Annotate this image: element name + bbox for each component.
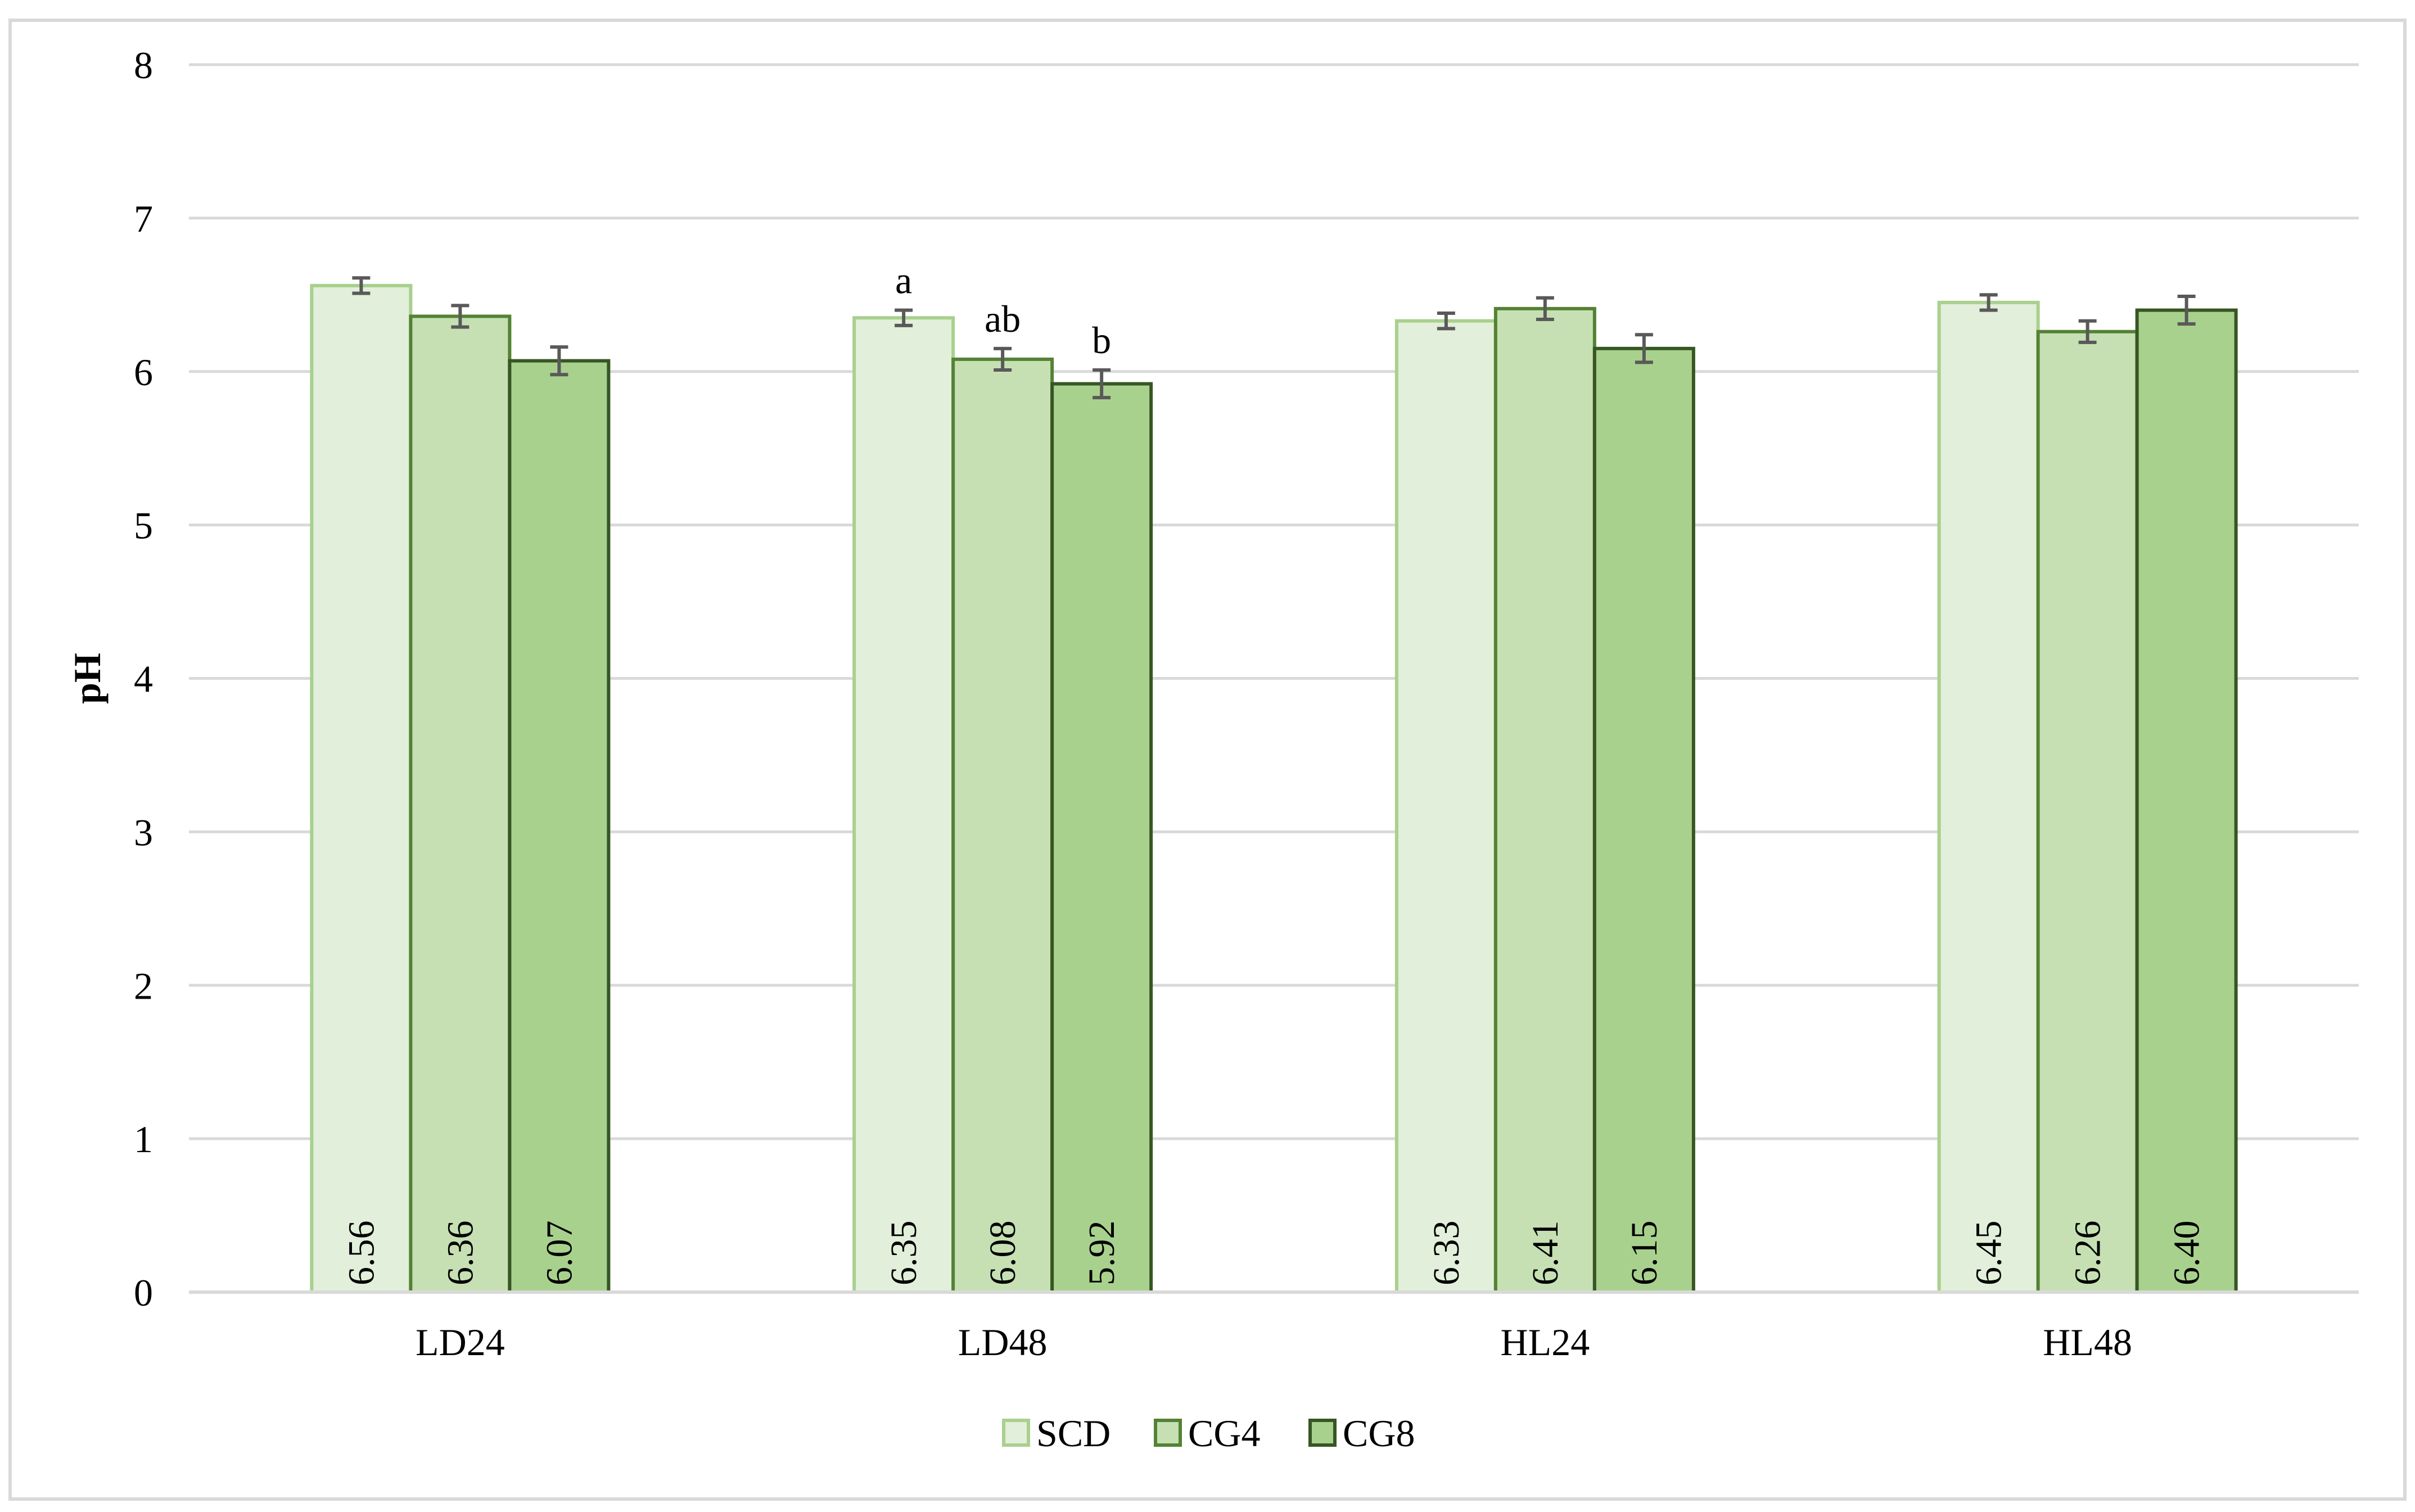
bar xyxy=(1493,306,1596,1294)
x-tick-label: HL24 xyxy=(1501,1321,1590,1364)
bar xyxy=(951,357,1054,1294)
bar xyxy=(1050,382,1153,1294)
legend-swatch xyxy=(1154,1419,1182,1447)
legend-label: SCD xyxy=(1036,1412,1111,1455)
data-label: 6.15 xyxy=(1624,1221,1665,1286)
data-label: 6.08 xyxy=(982,1221,1023,1286)
data-label: 6.36 xyxy=(440,1221,481,1286)
significance-label: b xyxy=(1092,319,1111,362)
bar xyxy=(1394,319,1497,1294)
y-tick-label: 8 xyxy=(134,44,153,87)
y-tick-label: 1 xyxy=(134,1118,153,1161)
bar xyxy=(508,359,611,1294)
data-label: 5.92 xyxy=(1081,1221,1122,1286)
bar xyxy=(852,316,955,1294)
y-tick-label: 3 xyxy=(134,811,153,854)
legend-swatch xyxy=(1308,1419,1337,1447)
y-tick-label: 0 xyxy=(134,1271,153,1314)
axes: 0 1 2 3 4 5 6 7 8 LD24 LD48 HL24 HL48 xyxy=(134,44,2359,1364)
bar xyxy=(2135,308,2238,1294)
y-tick-label: 4 xyxy=(134,658,153,701)
data-label: 6.26 xyxy=(2068,1221,2109,1286)
significance-label: a xyxy=(895,259,912,302)
bar xyxy=(2036,330,2139,1294)
legend: SCD CG4 CG8 xyxy=(1002,1412,1415,1455)
data-label: 6.45 xyxy=(1969,1221,2010,1286)
data-labels: 6.56 6.36 6.07 6.35 6.08 5.92 6.33 6.41 6.15 6.45… xyxy=(341,259,2207,1285)
bars xyxy=(310,276,2238,1294)
x-tick-label: LD24 xyxy=(416,1321,505,1364)
x-tick-label: HL48 xyxy=(2043,1321,2132,1364)
bar xyxy=(1937,300,2040,1294)
data-label: 6.35 xyxy=(883,1221,924,1286)
y-tick-label: 5 xyxy=(134,504,153,547)
y-tick-label: 7 xyxy=(134,197,153,240)
y-axis-title: pH xyxy=(66,653,109,704)
data-label: 6.56 xyxy=(341,1221,382,1286)
bar xyxy=(409,314,512,1294)
y-tick-label: 6 xyxy=(134,351,153,394)
legend-swatch xyxy=(1002,1419,1030,1447)
y-tick-label: 2 xyxy=(134,964,153,1007)
data-label: 6.41 xyxy=(1525,1221,1566,1286)
significance-label: ab xyxy=(985,297,1021,340)
x-tick-label: LD48 xyxy=(958,1321,1048,1364)
bar xyxy=(310,283,413,1294)
legend-label: CG4 xyxy=(1188,1412,1260,1455)
legend-label: CG8 xyxy=(1343,1412,1415,1455)
data-label: 6.07 xyxy=(539,1221,580,1286)
bar xyxy=(1592,346,1695,1294)
data-label: 6.33 xyxy=(1426,1221,1467,1286)
data-label: 6.40 xyxy=(2166,1221,2208,1286)
